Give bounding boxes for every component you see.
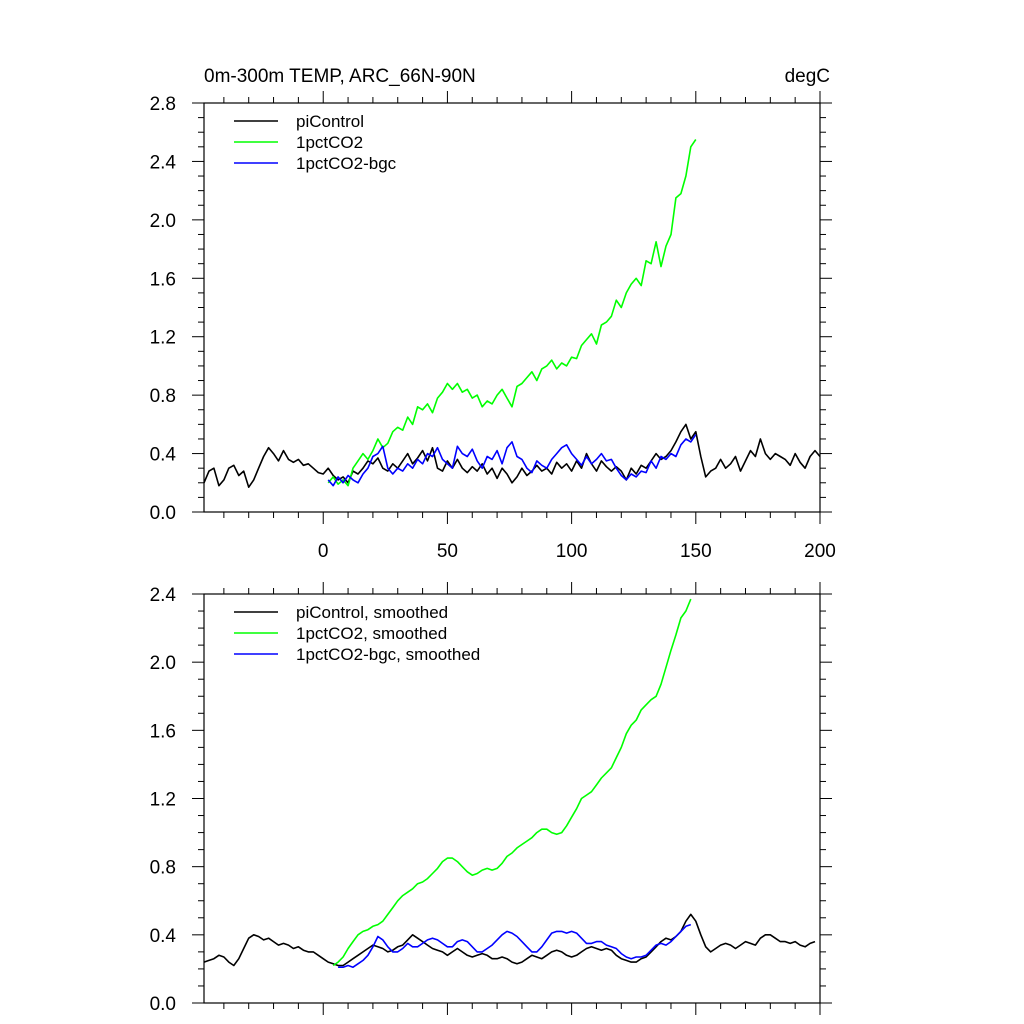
bottom-y-tick-label: 0.8 (150, 858, 176, 879)
bottom-y-tick-label: 1.2 (150, 790, 176, 811)
bottom-legend-label-1pctco2-bgc-smoothed: 1pctCO2-bgc, smoothed (296, 645, 480, 664)
top-panel-title-left: 0m-300m TEMP, ARC_66N-90N (204, 66, 476, 87)
bottom-y-tick-label: 1.6 (150, 721, 176, 742)
top-y-tick-label: 0.8 (150, 386, 176, 407)
top-panel-title-right: degC (785, 66, 830, 87)
top-panel: 0m-300m TEMP, ARC_66N-90N degC 0 50 100 150… (150, 66, 836, 562)
top-y-tick-label: 0.4 (150, 445, 177, 466)
bottom-panel: 0.0 0.4 0.8 1.2 1.6 2.0 2.4 piControl, smoothed… (150, 582, 832, 1015)
top-series-1pctco2-bgc (327, 434, 697, 487)
top-y-tick-label: 2.8 (150, 94, 176, 115)
bottom-y-tick-label: 2.4 (150, 585, 177, 606)
top-y-tick-label: 1.2 (150, 328, 176, 349)
top-y-tick-label: 1.6 (150, 269, 176, 290)
top-series-1pctco2 (327, 139, 697, 487)
bottom-legend-label-1pctco2-smoothed: 1pctCO2, smoothed (296, 624, 447, 643)
bottom-y-tick-label: 2.0 (150, 653, 176, 674)
bottom-legend-label-picontrol-smoothed: piControl, smoothed (296, 603, 448, 622)
top-x-tick-label: 50 (437, 541, 458, 562)
top-x-tick-label: 200 (804, 541, 836, 562)
top-series-picontrol (203, 423, 821, 489)
bottom-series-1pctco2-smoothed (332, 598, 692, 967)
top-y-tick-label: 0.0 (150, 503, 176, 524)
bottom-series-1pctco2-bgc-smoothed (338, 923, 692, 969)
top-legend-label-1pctco2: 1pctCO2 (296, 133, 363, 152)
top-legend-label-1pctco2-bgc: 1pctCO2-bgc (296, 154, 397, 173)
top-legend-label-picontrol: piControl (296, 112, 364, 131)
top-x-tick-label: 100 (556, 541, 588, 562)
bottom-series-picontrol-smoothed (203, 913, 816, 967)
bottom-y-tick-label: 0.0 (150, 994, 176, 1015)
bottom-y-tick-label: 0.4 (150, 926, 177, 947)
top-y-tick-label: 2.0 (150, 211, 176, 232)
top-y-tick-label: 2.4 (150, 152, 177, 173)
top-x-tick-label: 150 (680, 541, 712, 562)
top-x-tick-label: 0 (318, 541, 329, 562)
